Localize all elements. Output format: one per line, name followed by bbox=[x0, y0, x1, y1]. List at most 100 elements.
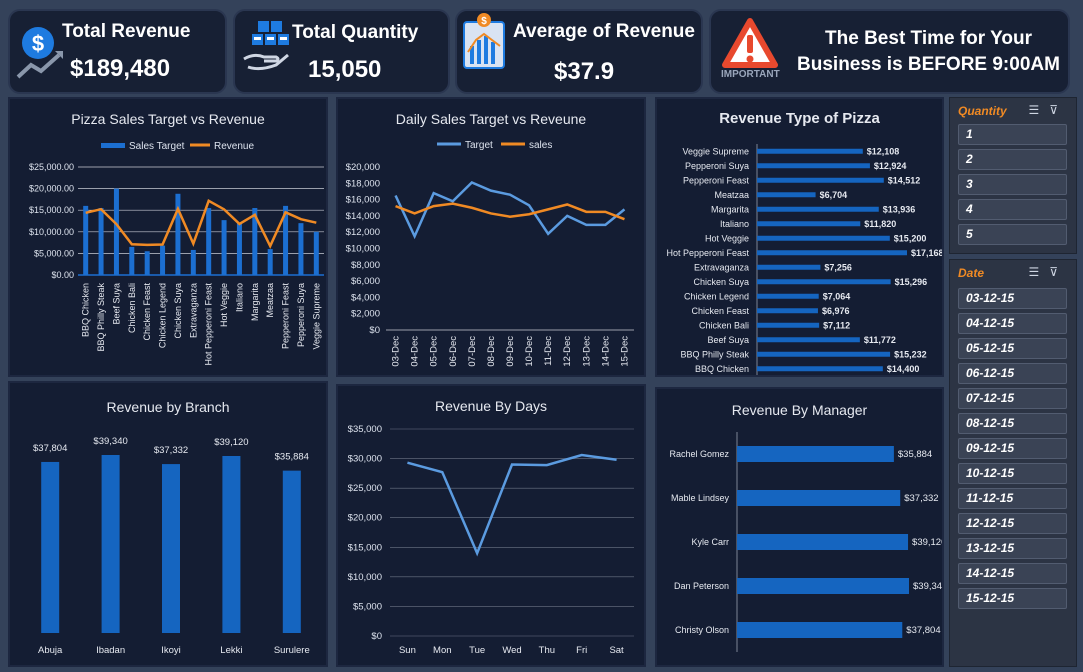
kpi-title: Total Quantity bbox=[292, 22, 419, 43]
date-item[interactable]: 10-12-15 bbox=[958, 463, 1067, 484]
multi-select-icon[interactable]: ☰ bbox=[1028, 103, 1050, 117]
revenue-type-chart: Veggie Supreme $12,108 Pepperoni Suya $12,9… bbox=[666, 144, 942, 375]
data-label: $15,232 bbox=[894, 349, 927, 359]
slicer-header: Date bbox=[958, 266, 985, 280]
kpi-title: Average of Revenue bbox=[513, 21, 695, 42]
data-label: $39,120 bbox=[214, 437, 248, 448]
x-tick-label: BBQ Philly Steak bbox=[96, 283, 106, 352]
target-bar bbox=[129, 246, 135, 275]
data-label: $14,512 bbox=[888, 175, 921, 185]
x-tick-label: 13-Dec bbox=[581, 336, 592, 367]
data-label: $13,936 bbox=[883, 204, 916, 214]
y-tick-label: $15,000.00 bbox=[29, 205, 74, 215]
target-bar bbox=[252, 208, 258, 275]
clear-filter-icon[interactable]: ⊽ bbox=[1049, 265, 1068, 279]
date-item[interactable]: 04-12-15 bbox=[958, 313, 1067, 334]
x-tick-label: 14-Dec bbox=[600, 336, 611, 367]
date-item[interactable]: 07-12-15 bbox=[958, 388, 1067, 409]
date-slicer: Date ☰⊽ 03-12-15 04-12-15 05-12-15 06-12-15… bbox=[949, 259, 1077, 667]
x-tick-label: Fri bbox=[576, 645, 587, 656]
branch-bar bbox=[101, 455, 120, 633]
category-label: Mable Lindsey bbox=[671, 493, 730, 503]
chart-title: Daily Sales Target vs Reveune bbox=[395, 111, 587, 127]
data-label: $39,340 bbox=[913, 581, 942, 592]
x-tick-label: Chicken Feast bbox=[142, 283, 152, 341]
x-tick-label: 03-Dec bbox=[391, 336, 402, 367]
category-label: Beef Suya bbox=[707, 335, 749, 345]
data-label: $15,296 bbox=[895, 277, 928, 287]
data-label: $39,340 bbox=[93, 436, 127, 447]
chart-title: Revenue Type of Pizza bbox=[719, 110, 880, 127]
x-tick-label: Beef Suya bbox=[111, 283, 121, 325]
revenue-bar bbox=[757, 279, 891, 285]
kpi-total-quantity: Total Quantity 15,050 bbox=[233, 9, 450, 94]
quantity-item[interactable]: 1 bbox=[958, 124, 1067, 145]
revenue-bar bbox=[757, 322, 820, 328]
category-label: Pepperoni Feast bbox=[683, 175, 750, 185]
clear-filter-icon[interactable]: ⊽ bbox=[1049, 103, 1068, 117]
target-bar bbox=[221, 220, 227, 275]
x-tick-label: Chicken Legend bbox=[158, 283, 168, 348]
kpi-total-revenue: $ Total Revenue $189,480 bbox=[8, 9, 227, 94]
category-label: Chicken Feast bbox=[691, 306, 749, 316]
legend-sales-label: sales bbox=[529, 140, 552, 151]
chart-title: Revenue By Manager bbox=[731, 402, 868, 418]
multi-select-icon[interactable]: ☰ bbox=[1028, 265, 1050, 279]
date-item[interactable]: 12-12-15 bbox=[958, 513, 1067, 534]
panel-revenue-manager: Revenue By Manager Rachel Gomez $35,884 Ma… bbox=[655, 387, 944, 667]
panel-revenue-days: Revenue By Days $0 $5,000 $10,000 $15,000 $2… bbox=[336, 384, 646, 667]
date-item[interactable]: 14-12-15 bbox=[958, 563, 1067, 584]
x-tick-label: Chicken Bali bbox=[127, 283, 137, 333]
revenue-branch-chart: $37,804 Abuja $39,340 Ibadan $37,332 Ikoyi $39… bbox=[33, 436, 310, 656]
date-item[interactable]: 03-12-15 bbox=[958, 288, 1067, 309]
date-item[interactable]: 08-12-15 bbox=[958, 413, 1067, 434]
y-tick-label: $14,000 bbox=[346, 211, 380, 222]
category-label: Pepperoni Suya bbox=[685, 161, 749, 171]
date-item[interactable]: 13-12-15 bbox=[958, 538, 1067, 559]
sales-line bbox=[395, 202, 625, 221]
manager-bar bbox=[737, 622, 903, 638]
quantity-item[interactable]: 4 bbox=[958, 199, 1067, 220]
x-tick-label: Ibadan bbox=[96, 645, 125, 656]
y-tick-label: $20,000.00 bbox=[29, 184, 74, 194]
data-label: $7,112 bbox=[823, 320, 850, 330]
data-label: $11,820 bbox=[864, 219, 896, 229]
date-item[interactable]: 15-12-15 bbox=[958, 588, 1067, 609]
best-time-line2: Business is BEFORE 9:00AM bbox=[797, 54, 1060, 75]
kpi-value: 15,050 bbox=[308, 56, 382, 83]
target-bar bbox=[190, 249, 196, 275]
category-label: Extravaganza bbox=[694, 262, 749, 272]
y-tick-label: $10,000 bbox=[346, 244, 380, 255]
best-time-line1: The Best Time for Your bbox=[825, 28, 1032, 49]
data-label: $37,332 bbox=[154, 445, 188, 456]
x-tick-label: 04-Dec bbox=[410, 336, 421, 367]
x-tick-label: Tue bbox=[469, 645, 485, 656]
branch-bar bbox=[41, 461, 60, 633]
panel-revenue-type: Revenue Type of Pizza Veggie Supreme $12,… bbox=[655, 97, 944, 377]
y-tick-label: $5,000 bbox=[353, 601, 382, 612]
date-item[interactable]: 05-12-15 bbox=[958, 338, 1067, 359]
date-item[interactable]: 11-12-15 bbox=[958, 488, 1067, 509]
target-bar bbox=[144, 251, 150, 275]
branch-bar bbox=[162, 464, 180, 633]
x-tick-label: 06-Dec bbox=[448, 336, 459, 367]
x-tick-label: Abuja bbox=[38, 645, 63, 656]
date-item[interactable]: 06-12-15 bbox=[958, 363, 1067, 384]
date-item[interactable]: 09-12-15 bbox=[958, 438, 1067, 459]
x-tick-label: Veggie Supreme bbox=[311, 283, 321, 350]
revenue-bar bbox=[757, 293, 819, 299]
quantity-item[interactable]: 5 bbox=[958, 224, 1067, 245]
revenue-bar bbox=[757, 250, 907, 256]
category-label: Rachel Gomez bbox=[669, 449, 729, 459]
quantity-item[interactable]: 3 bbox=[958, 174, 1067, 195]
dollar-growth-icon: $ bbox=[16, 27, 63, 79]
quantity-item[interactable]: 2 bbox=[958, 149, 1067, 170]
data-label: $6,976 bbox=[822, 306, 850, 316]
data-label: $37,332 bbox=[904, 493, 938, 504]
target-vs-revenue-chart: Sales Target Revenue $0.00 $5,000.00 $10,0… bbox=[29, 141, 324, 366]
category-label: Christy Olson bbox=[675, 625, 729, 635]
y-tick-label: $6,000 bbox=[351, 276, 380, 287]
revenue-bar bbox=[757, 308, 818, 314]
target-bar bbox=[236, 223, 242, 275]
x-tick-label: Ikoyi bbox=[161, 645, 181, 656]
